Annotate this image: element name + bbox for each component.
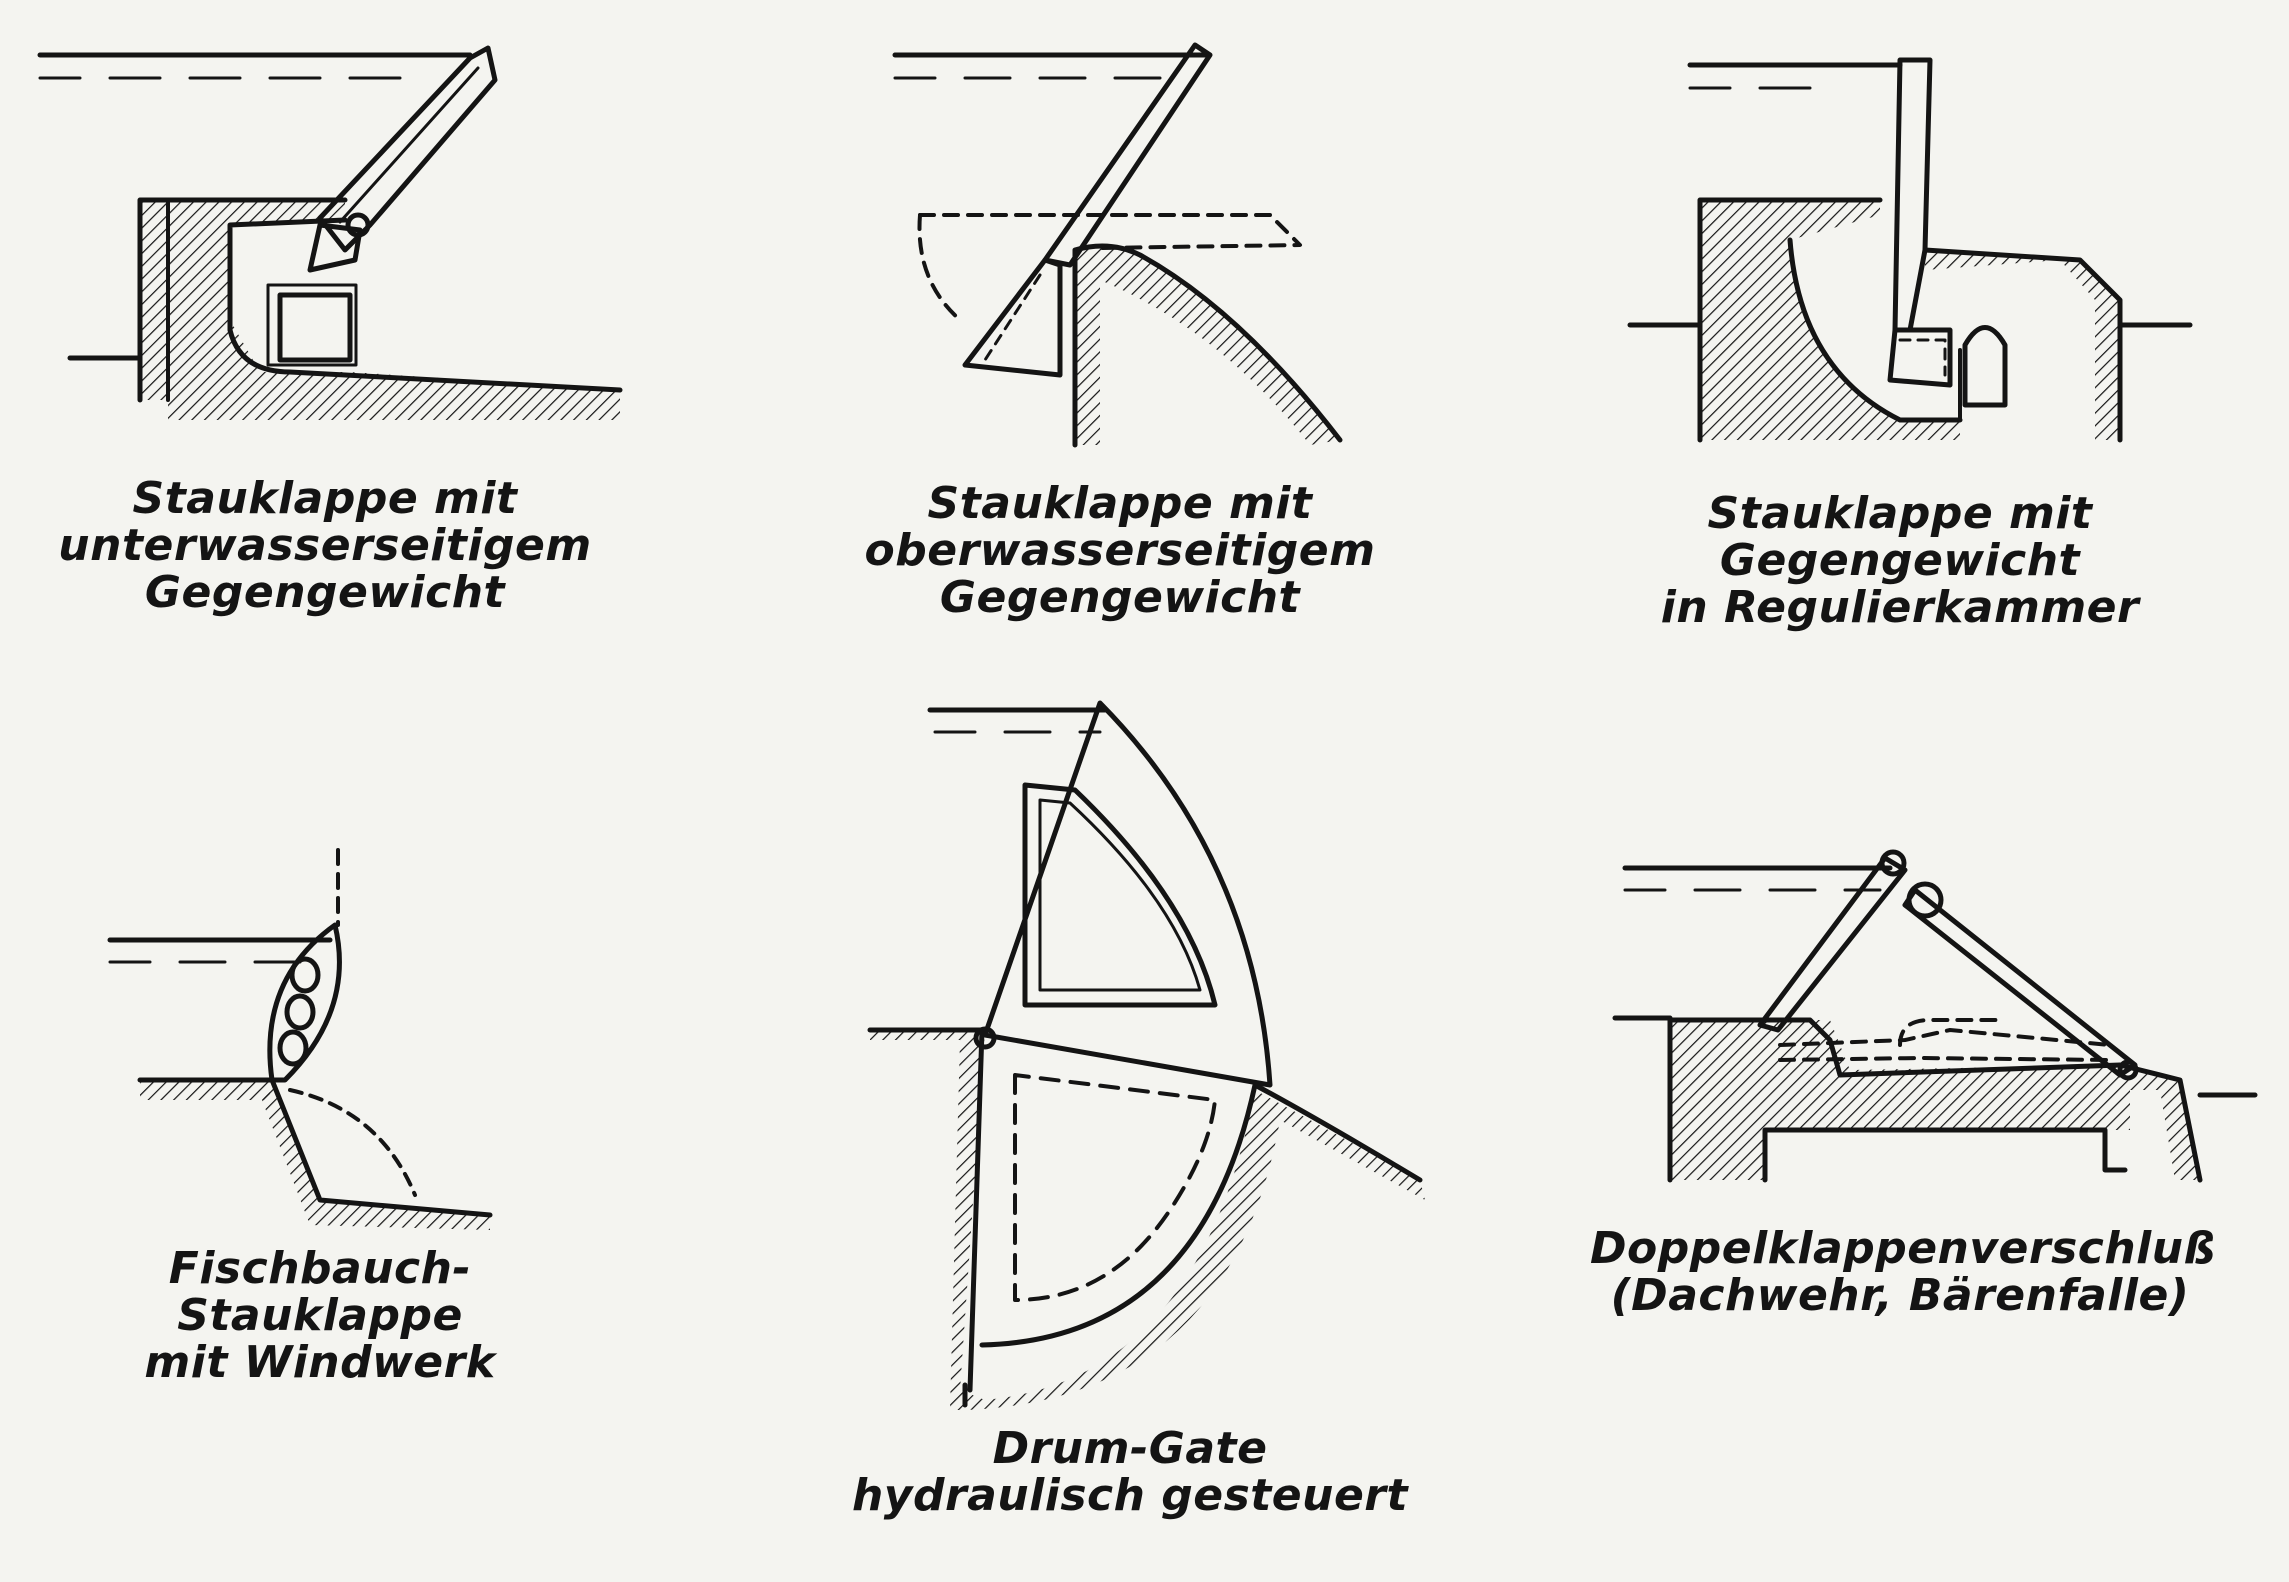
figure-flap-chamber-counterweight [1627, 57, 2193, 443]
drum-gate-lowered-outline [1013, 1073, 1217, 1302]
sill [137, 1077, 493, 1230]
caption-line: Gegengewicht [939, 572, 1301, 623]
water-surface-upstream [107, 937, 333, 964]
drum-chamber [867, 1027, 1425, 1410]
figure-flap-upstream-counterweight [892, 42, 1343, 448]
caption-line: mit Windwerk [144, 1337, 496, 1388]
caption-line: Stauklappe mit [1707, 488, 2093, 539]
caption-drum-gate: Drum-Gate hydraulisch gesteuert [850, 1425, 1410, 1519]
caption-line: unterwasserseitigem [58, 520, 592, 571]
drum-hinge [973, 1026, 997, 1050]
caption-line: (Dachwehr, Bärenfalle) [1610, 1270, 2190, 1321]
downstream-leaf [1902, 881, 2139, 1081]
figure-fishbelly-flap [107, 848, 493, 1230]
upstream-leaf [1757, 849, 1908, 1033]
caption-bear-trap-gate: Doppelklappenverschluß (Dachwehr, Bärenf… [1590, 1223, 2216, 1321]
chamber-walls [1627, 197, 2193, 443]
caption-line: oberwasserseitigem [864, 525, 1376, 576]
caption-line: Doppelklappenverschluß [1590, 1223, 2216, 1274]
figure-bear-trap-gate [1612, 849, 2258, 1183]
fishbelly-flap-gate [267, 922, 342, 1083]
flap-gate [1887, 57, 1953, 388]
caption-line: Fischbauch-Stauklappe [168, 1243, 472, 1341]
flap-gate [962, 42, 1213, 378]
ogee-weir-body [1072, 243, 1343, 448]
drum-gate-raised [973, 700, 1273, 1088]
caption-fishbelly-flap: Fischbauch-Stauklappe mit Windwerk [40, 1245, 600, 1386]
water-surface-upstream [1687, 62, 1903, 90]
caption-line: Gegengewicht [144, 567, 506, 618]
caption-flap-upstream-counterweight: Stauklappe mit oberwasserseitigem Gegeng… [860, 480, 1380, 621]
counterweight-box [266, 283, 358, 367]
caption-line: in Regulierkammer [1660, 582, 2140, 633]
caption-line: hydraulisch gesteuert [851, 1470, 1409, 1521]
weir-structure [1612, 1015, 2258, 1183]
caption-line: Drum-Gate [992, 1423, 1268, 1474]
caption-flap-chamber-counterweight: Stauklappe mit Gegengewicht in Regulierk… [1640, 490, 2160, 631]
figure-flap-downstream-counterweight [37, 45, 623, 420]
caption-flap-downstream-counterweight: Stauklappe mit unterwasserseitigem Gegen… [55, 475, 595, 616]
caption-line: Stauklappe mit [927, 478, 1313, 529]
water-surface-upstream [927, 707, 1108, 734]
figure-drum-gate [867, 700, 1425, 1410]
water-surface-upstream [1622, 865, 1893, 892]
water-surface-upstream [892, 52, 1208, 80]
lowered-flap-position [288, 1088, 417, 1197]
water-surface-upstream [37, 52, 473, 80]
flap-gate [307, 45, 498, 273]
caption-line: Stauklappe mit [132, 473, 518, 524]
caption-line: Gegengewicht [1719, 535, 2081, 586]
lowered-leaves-outline [1778, 1018, 2112, 1062]
weir-body [67, 197, 623, 420]
counterweight-swing-path [917, 213, 1302, 322]
